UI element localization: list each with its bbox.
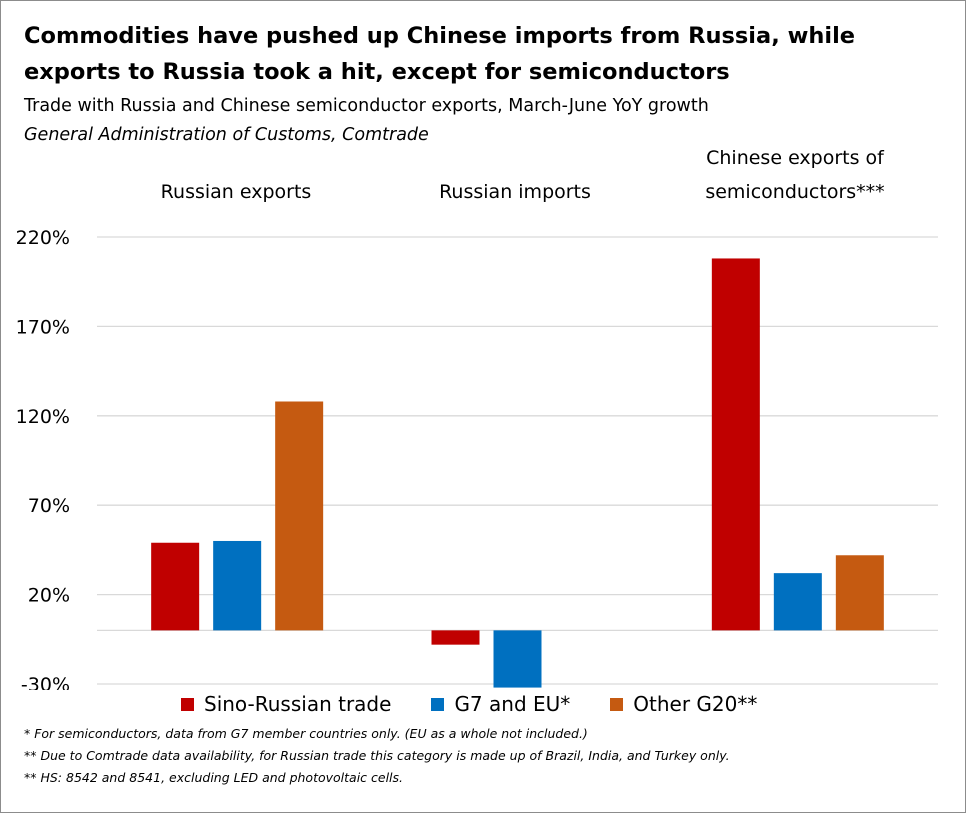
category-label-line: semiconductors*** (705, 181, 885, 203)
y-tick-label: -30% (21, 674, 70, 690)
category-label-semiconductors: Chinese exports of semiconductors*** (705, 141, 884, 209)
category-label-russian-exports: Russian exports (161, 175, 312, 209)
legend-swatch-sino-russian (181, 697, 194, 711)
bar (835, 555, 884, 631)
legend: Sino-Russian trade G7 and EU* Other G20*… (181, 690, 797, 718)
y-tick-label: 120% (16, 406, 70, 428)
footnote-3: ** HS: 8542 and 8541, excluding LED and … (24, 770, 404, 785)
legend-label-sino-russian: Sino-Russian trade (204, 692, 392, 716)
bar (493, 630, 542, 688)
footnote-2: ** Due to Comtrade data availability, fo… (24, 748, 730, 763)
y-tick-label: 20% (28, 585, 70, 607)
category-label-russian-imports: Russian imports (439, 175, 591, 209)
y-tick-label: 70% (28, 495, 70, 517)
bar (431, 630, 480, 645)
legend-swatch-g7-eu (431, 697, 445, 711)
bar (275, 401, 324, 631)
y-tick-label: 220% (16, 227, 70, 249)
legend-item-g7-eu: G7 and EU* (431, 690, 570, 718)
category-label-line: Russian imports (439, 181, 591, 203)
legend-label-g7-eu: G7 and EU* (454, 692, 571, 716)
footnotes: * For semiconductors, data from G7 membe… (24, 723, 730, 789)
footnote-1: * For semiconductors, data from G7 membe… (24, 726, 588, 741)
bar-chart-plot: -30% 20% 70% 120% 170% 220% (16, 227, 938, 690)
bar (213, 540, 262, 631)
legend-item-other-g20: Other G20** (610, 690, 757, 718)
bar (773, 573, 822, 631)
legend-item-sino-russian: Sino-Russian trade (181, 690, 391, 718)
legend-swatch-other-g20 (610, 697, 624, 711)
category-label-line: Chinese exports of (706, 147, 884, 169)
legend-label-other-g20: Other G20** (633, 692, 758, 716)
chart-title: Commodities have pushed up Chinese impor… (24, 23, 856, 85)
chart-source: General Administration of Customs, Comtr… (24, 125, 429, 145)
bar (151, 542, 200, 631)
chart-subtitle: Trade with Russia and Chinese semiconduc… (24, 96, 709, 116)
bar (711, 258, 760, 631)
category-label-line: Russian exports (160, 181, 312, 203)
y-tick-label: 170% (16, 316, 70, 338)
